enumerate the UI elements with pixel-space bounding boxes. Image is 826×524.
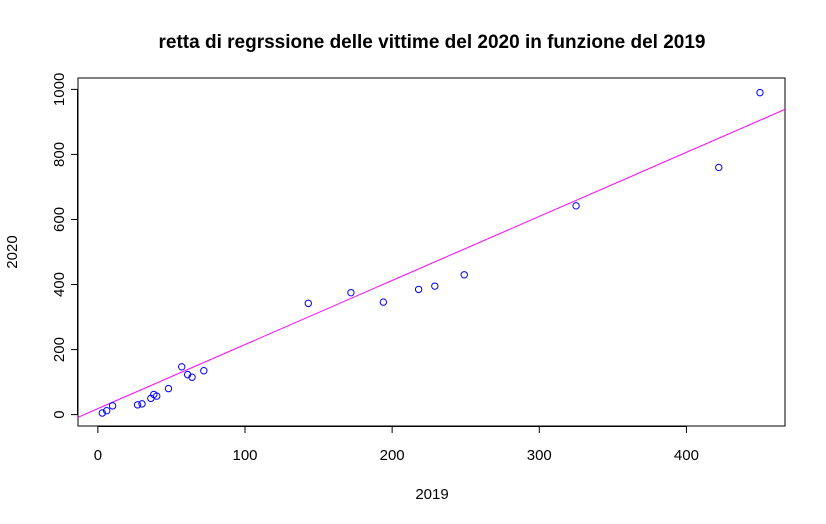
data-point — [431, 282, 439, 290]
data-point — [178, 363, 186, 371]
data-point — [756, 88, 764, 97]
x-tick-label: 400 — [674, 447, 699, 464]
data-point — [98, 409, 106, 417]
data-point — [460, 271, 468, 279]
data-point — [414, 285, 423, 294]
data-point — [108, 402, 117, 410]
data-point — [164, 384, 173, 393]
data-point — [138, 400, 146, 408]
x-tick-label: 0 — [94, 447, 102, 464]
data-point — [102, 407, 111, 415]
y-tick-label: 0 — [51, 410, 68, 418]
data-point — [188, 373, 196, 381]
regression-line — [78, 108, 785, 418]
y-axis-label: 2020 — [4, 235, 21, 268]
data-point — [304, 299, 312, 308]
data-point — [200, 367, 208, 375]
y-tick-label: 200 — [51, 337, 68, 362]
x-tick-label: 200 — [380, 447, 405, 464]
y-tick-label: 1000 — [51, 73, 68, 106]
data-point — [379, 298, 388, 306]
data-point — [715, 163, 723, 172]
y-tick-label: 600 — [51, 207, 68, 232]
data-point — [153, 392, 161, 400]
data-point — [347, 288, 355, 297]
chart-title: retta di regrssione delle vittime del 20… — [159, 32, 706, 53]
plot-area: 0 100 200 300 400 0 200 400 600 800 1000 — [51, 73, 786, 464]
data-point — [133, 401, 142, 409]
x-axis-label: 2019 — [415, 486, 448, 503]
x-tick-label: 100 — [232, 447, 257, 464]
y-tick-label: 800 — [51, 142, 68, 167]
data-point — [572, 202, 580, 210]
y-tick-label: 400 — [51, 272, 68, 297]
x-tick-label: 300 — [527, 447, 552, 464]
